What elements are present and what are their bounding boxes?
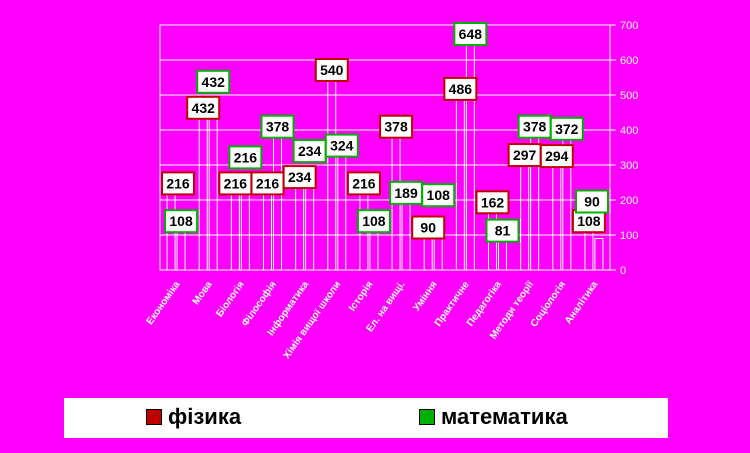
bar-matematyka xyxy=(240,193,250,271)
legend-swatch-matematyka xyxy=(419,409,435,425)
y-tick-label: 500 xyxy=(620,90,638,102)
data-label-matematyka: 648 xyxy=(459,26,483,42)
data-label-fizyka: 216 xyxy=(256,175,280,191)
legend: фізика математика xyxy=(64,398,668,438)
data-label-box-fizyka xyxy=(282,165,317,190)
x-tick-label: Економіка xyxy=(145,279,183,327)
x-tick-label: Уміння xyxy=(411,279,439,313)
data-label-fizyka: 234 xyxy=(288,169,312,185)
bar-matematyka xyxy=(208,118,218,271)
data-label-box-matematyka xyxy=(228,145,263,170)
data-label-box-fizyka xyxy=(186,95,221,120)
data-label-matematyka: 108 xyxy=(169,213,193,229)
data-label-box-fizyka xyxy=(443,76,478,101)
data-label-box-fizyka xyxy=(411,215,446,240)
y-tick-label: 0 xyxy=(620,265,626,277)
y-tick-label: 700 xyxy=(620,20,638,32)
bar-fizyka xyxy=(198,118,208,271)
bar-matematyka xyxy=(176,231,186,271)
data-label-box-matematyka xyxy=(164,209,199,234)
y-tick-label: 300 xyxy=(620,160,638,172)
legend-label-matematyka: математика xyxy=(441,404,568,429)
data-label-fizyka: 486 xyxy=(449,81,473,97)
bar-fizyka xyxy=(230,193,240,271)
data-label-box-matematyka xyxy=(485,218,520,243)
x-tick-label: Аналітика xyxy=(563,279,601,326)
data-label-box-matematyka xyxy=(549,116,584,141)
x-tick-label: Хімія вищої школи xyxy=(281,279,343,361)
bar-matematyka xyxy=(594,238,604,271)
data-label-box-matematyka xyxy=(324,133,359,158)
data-label-matematyka: 108 xyxy=(362,213,386,229)
bar-fizyka xyxy=(552,166,562,271)
data-label-box-matematyka xyxy=(453,22,488,46)
data-label-box-fizyka xyxy=(379,114,414,139)
data-label-fizyka: 108 xyxy=(577,213,601,229)
data-label-fizyka: 432 xyxy=(192,100,216,116)
bar-matematyka xyxy=(498,241,507,271)
data-label-box-fizyka xyxy=(539,144,574,169)
legend-item-matematyka: математика xyxy=(419,404,568,430)
data-label-fizyka: 297 xyxy=(513,147,537,163)
bar-fizyka xyxy=(263,193,272,271)
legend-label-fizyka: фізика xyxy=(168,404,242,429)
bar-matematyka xyxy=(273,137,282,271)
data-label-fizyka: 216 xyxy=(166,175,190,191)
y-tick-label: 400 xyxy=(620,125,638,137)
data-label-matematyka: 378 xyxy=(523,119,547,135)
y-tick-label: 100 xyxy=(620,230,638,242)
data-label-box-fizyka xyxy=(475,190,510,215)
data-label-fizyka: 162 xyxy=(481,194,505,210)
data-label-box-fizyka xyxy=(314,58,349,82)
data-label-box-matematyka xyxy=(356,209,391,234)
data-label-box-matematyka xyxy=(421,183,456,208)
data-label-matematyka: 378 xyxy=(266,119,290,135)
data-label-box-matematyka xyxy=(196,69,231,94)
bar-matematyka xyxy=(337,156,347,271)
data-label-fizyka: 216 xyxy=(224,175,248,191)
data-label-matematyka: 372 xyxy=(555,121,579,137)
data-label-box-matematyka xyxy=(575,189,609,214)
bar-matematyka xyxy=(369,231,379,271)
bar-matematyka xyxy=(401,203,411,271)
bar-fizyka xyxy=(584,231,594,271)
bar-fizyka xyxy=(520,165,530,271)
y-tick-label: 200 xyxy=(620,195,638,207)
data-label-fizyka: 540 xyxy=(320,62,344,78)
x-tick-label: Історія xyxy=(347,279,376,313)
data-label-box-matematyka xyxy=(260,114,295,139)
data-label-matematyka: 324 xyxy=(330,138,354,154)
data-label-box-fizyka xyxy=(346,171,381,196)
data-label-fizyka: 378 xyxy=(384,119,408,135)
data-label-fizyka: 216 xyxy=(352,175,376,191)
data-label-box-fizyka xyxy=(161,171,195,196)
x-tick-label: Мова xyxy=(191,279,215,307)
bar-fizyka xyxy=(327,80,337,271)
data-label-matematyka: 216 xyxy=(234,149,258,165)
data-label-matematyka: 234 xyxy=(298,143,322,159)
data-label-matematyka: 189 xyxy=(394,185,418,201)
bar-fizyka xyxy=(423,238,433,271)
x-tick-label: Біологія xyxy=(214,279,247,319)
bar-fizyka xyxy=(455,99,465,271)
data-label-matematyka: 90 xyxy=(584,194,600,210)
data-label-matematyka: 108 xyxy=(427,187,451,203)
data-label-matematyka: 432 xyxy=(202,74,226,90)
legend-item-fizyka: фізика xyxy=(146,404,241,430)
y-tick-label: 600 xyxy=(620,55,638,67)
data-label-fizyka: 90 xyxy=(420,220,436,236)
data-label-fizyka: 294 xyxy=(545,148,569,164)
data-label-matematyka: 81 xyxy=(495,223,511,239)
legend-swatch-fizyka xyxy=(146,409,162,425)
